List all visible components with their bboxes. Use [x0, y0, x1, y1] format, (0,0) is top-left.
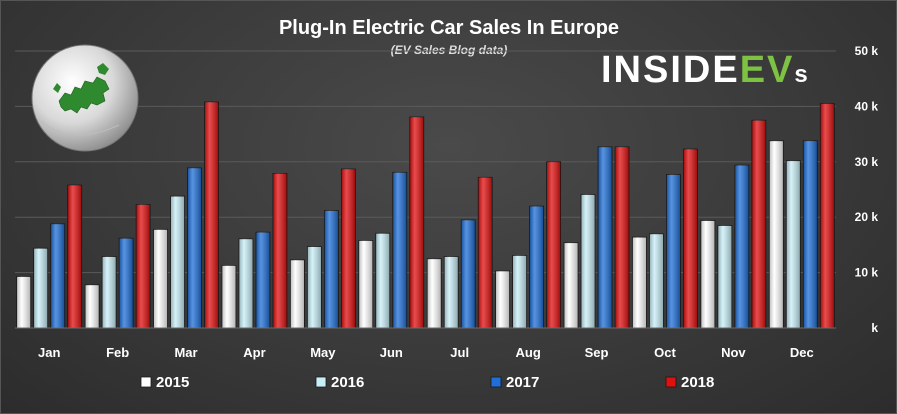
- legend-label-2015: 2015: [156, 374, 189, 391]
- bar-shine: [769, 140, 784, 328]
- x-tick-label: Oct: [654, 345, 676, 360]
- logo-prefix: INSIDE: [601, 49, 740, 91]
- bar-shine: [119, 238, 134, 328]
- bar-shine: [546, 161, 561, 328]
- bar-shine: [427, 258, 442, 328]
- bar-shine: [649, 233, 664, 328]
- bar-shine: [495, 270, 510, 328]
- legend: 2015 2016 2017 2018: [140, 374, 714, 391]
- bar-shine: [272, 173, 287, 328]
- bar-shine: [803, 140, 818, 328]
- y-tick-label: 20 k: [855, 210, 879, 224]
- europe-globe-icon: [31, 44, 139, 152]
- bar-shine: [50, 223, 65, 328]
- bar-shine: [392, 172, 407, 328]
- x-tick-label: Jul: [450, 345, 469, 360]
- bar-shine: [717, 225, 732, 328]
- y-tick-labels: k 10 k 20 k 30 k 40 k 50 k: [855, 44, 879, 335]
- bar-shine: [615, 146, 630, 328]
- bar-shine: [170, 196, 185, 328]
- bar-shine: [307, 246, 322, 328]
- bar-shine: [375, 233, 390, 328]
- x-tick-label: May: [310, 345, 336, 360]
- x-tick-label: Jan: [38, 345, 60, 360]
- bar-shine: [187, 167, 202, 328]
- bar-shine: [461, 219, 476, 328]
- legend-swatch-2018: [665, 376, 677, 388]
- legend-swatch-2017: [490, 376, 502, 388]
- bar-shine: [632, 237, 647, 328]
- legend-label-2018: 2018: [681, 374, 714, 391]
- bar-shine: [700, 220, 715, 328]
- bar-shine: [529, 206, 544, 328]
- bar-shine: [666, 174, 681, 328]
- bar-shine: [751, 120, 766, 328]
- chart-title: Plug-In Electric Car Sales In Europe: [279, 17, 619, 39]
- bar-shine: [324, 210, 339, 328]
- category-labels: Jan Feb Mar Apr May Jun Jul Aug Sep Oct Nov Dec: [38, 345, 814, 360]
- x-tick-label: Apr: [243, 345, 265, 360]
- bar-shine: [33, 248, 48, 328]
- bar-shine: [136, 204, 151, 328]
- bar-shine: [581, 194, 596, 328]
- y-tick-label: k: [871, 321, 878, 335]
- bar-shine: [820, 103, 835, 328]
- bar-shine: [409, 116, 424, 329]
- bar-shine: [512, 255, 527, 328]
- bar-shine: [16, 276, 31, 328]
- legend-label-2016: 2016: [331, 374, 364, 391]
- bar-shine: [683, 149, 698, 328]
- y-tick-label: 10 k: [855, 266, 879, 280]
- x-tick-label: Jun: [380, 345, 403, 360]
- x-tick-label: Nov: [721, 345, 746, 360]
- bar-shine: [102, 256, 117, 328]
- bar-shine: [358, 240, 373, 328]
- svg-text:INSIDEEVs: INSIDEEVs: [601, 49, 810, 91]
- bar-shine: [221, 265, 236, 328]
- chart-subtitle: (EV Sales Blog data): [391, 43, 508, 57]
- y-tick-label: 40 k: [855, 99, 879, 113]
- x-tick-label: Feb: [106, 345, 129, 360]
- y-tick-label: 50 k: [855, 44, 879, 58]
- bar-shine: [85, 284, 100, 328]
- bar-shine: [734, 165, 749, 328]
- bar-shine: [341, 169, 356, 328]
- bars: [15, 101, 836, 329]
- bar-shine: [153, 229, 168, 328]
- bar-shine: [786, 160, 801, 328]
- bar-shine: [444, 256, 459, 328]
- bar-shine: [290, 259, 305, 328]
- bar-shine: [478, 177, 493, 328]
- bar-shine: [238, 238, 253, 328]
- legend-swatch-2016: [315, 376, 327, 388]
- y-tick-label: 30 k: [855, 155, 879, 169]
- legend-swatch-2015: [140, 376, 152, 388]
- bar-shine: [564, 242, 579, 328]
- bar-shine: [255, 232, 270, 328]
- x-tick-label: Aug: [515, 345, 540, 360]
- bar-shine: [204, 101, 219, 328]
- bar-shine: [67, 185, 82, 328]
- legend-label-2017: 2017: [506, 374, 539, 391]
- x-tick-label: Mar: [174, 345, 197, 360]
- insideevs-logo: INSIDEEVs: [601, 49, 810, 91]
- bar-shine: [598, 146, 613, 328]
- x-tick-label: Sep: [585, 345, 609, 360]
- logo-highlight: EV: [740, 49, 795, 91]
- x-tick-label: Dec: [790, 345, 814, 360]
- logo-suffix: s: [794, 61, 809, 88]
